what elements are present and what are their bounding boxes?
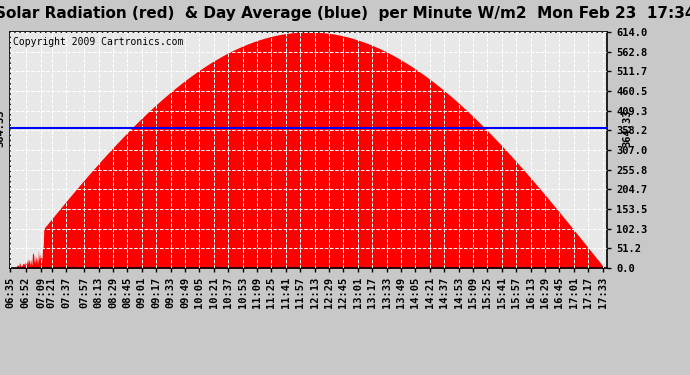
Text: 364.33: 364.33 xyxy=(0,109,6,147)
Text: Copyright 2009 Cartronics.com: Copyright 2009 Cartronics.com xyxy=(13,37,184,46)
Text: 364.33: 364.33 xyxy=(622,109,632,147)
Text: Solar Radiation (red)  & Day Average (blue)  per Minute W/m2  Mon Feb 23  17:34: Solar Radiation (red) & Day Average (blu… xyxy=(0,6,690,21)
